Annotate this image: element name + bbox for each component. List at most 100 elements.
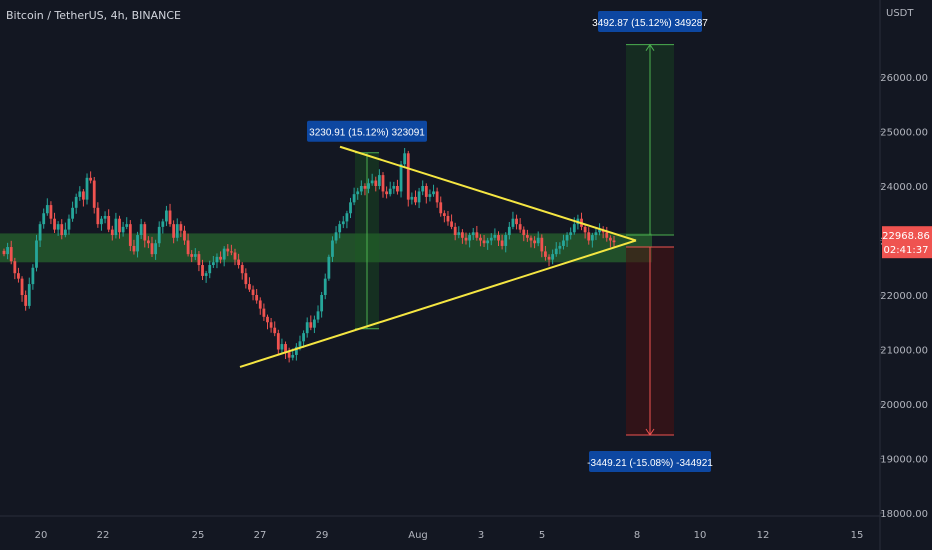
candle-body	[533, 240, 536, 244]
candle-body	[515, 218, 518, 225]
candle-body	[175, 224, 179, 238]
candle-body	[89, 177, 93, 181]
candle-body	[143, 224, 147, 241]
candle-body	[396, 186, 399, 192]
triangle-upper-trendline	[339, 145, 637, 242]
candle-body	[536, 237, 540, 244]
y-tick-label: 26000.00	[880, 73, 928, 84]
candle-body	[183, 230, 186, 241]
candle-body	[244, 273, 248, 285]
candle-body	[222, 248, 226, 260]
candle-body	[53, 218, 56, 230]
candle-body	[507, 226, 511, 236]
candle-body	[17, 273, 20, 279]
candle-body	[497, 235, 500, 241]
x-tick-label: 12	[757, 530, 770, 541]
candle-body	[341, 221, 345, 225]
candle-body	[240, 265, 244, 274]
candle-body	[461, 232, 464, 238]
candle-body	[208, 265, 212, 274]
candle-body	[363, 186, 367, 189]
candle-body	[233, 252, 237, 260]
x-tick-label: 25	[192, 530, 205, 541]
candle-body	[186, 240, 190, 255]
symbol-title: Bitcoin / TetherUS, 4h, BINANCE	[6, 9, 182, 22]
current-price-label: 22968.86	[882, 231, 930, 242]
candle-body	[544, 251, 547, 257]
candle-body	[284, 344, 287, 353]
candle-body	[179, 224, 183, 231]
candle-body	[266, 316, 269, 323]
candle-body	[608, 237, 612, 241]
candle-body	[464, 237, 468, 241]
candle-body	[78, 191, 82, 197]
candle-body	[583, 226, 587, 233]
candle-body	[612, 240, 616, 243]
candle-body	[42, 213, 46, 225]
candle-body	[374, 180, 378, 186]
candle-body	[410, 196, 414, 200]
candle-body	[118, 218, 121, 233]
candle-body	[13, 261, 17, 274]
candle-body	[67, 218, 71, 230]
candle-body	[146, 240, 150, 244]
candle-body	[201, 265, 204, 276]
candle-body	[558, 245, 562, 249]
candle-body	[302, 333, 305, 342]
candle-body	[280, 344, 284, 350]
x-tick-label: 8	[634, 530, 640, 541]
candle-body	[121, 226, 125, 233]
candle-body	[468, 235, 472, 241]
candle-body	[38, 224, 42, 241]
candle-body	[305, 322, 309, 334]
candle-body	[309, 322, 313, 328]
x-tick-label: 22	[97, 530, 110, 541]
x-tick-label: Aug	[408, 530, 428, 541]
measure-label-left: 3230.91 (15.12%) 323091	[309, 128, 425, 139]
y-tick-label: 22000.00	[880, 291, 928, 302]
candle-body	[215, 256, 219, 263]
candle-body	[294, 346, 298, 355]
candle-body	[565, 235, 569, 241]
candle-body	[605, 232, 609, 238]
candle-body	[107, 215, 111, 230]
candle-body	[356, 191, 360, 195]
candle-body	[154, 243, 157, 255]
candle-body	[24, 295, 28, 306]
candle-body	[139, 224, 143, 236]
candle-body	[92, 180, 96, 208]
candle-body	[525, 235, 529, 238]
candle-body	[331, 240, 334, 257]
candle-body	[385, 191, 389, 195]
candle-body	[128, 224, 132, 246]
projection-label-up-bg	[598, 11, 702, 32]
support-zone	[0, 233, 652, 263]
candle-body	[110, 229, 114, 236]
candle-body	[486, 240, 490, 244]
candle-body	[103, 215, 107, 219]
triangle-lower-trendline	[239, 239, 637, 368]
y-tick-label: 24000.00	[880, 182, 928, 193]
candle-body	[273, 327, 277, 334]
candle-body	[432, 191, 435, 195]
candle-body	[518, 224, 522, 230]
candle-body	[504, 235, 508, 246]
candle-body	[255, 295, 259, 301]
candle-body	[197, 254, 201, 266]
candle-body	[226, 248, 230, 252]
price-badge-bg	[882, 226, 932, 259]
candle-body	[237, 259, 241, 266]
candle-body	[74, 196, 78, 208]
candle-body	[45, 205, 49, 214]
candle-body	[9, 247, 13, 262]
candle-body	[204, 273, 208, 276]
candle-body	[82, 191, 85, 200]
candle-body	[406, 153, 410, 200]
y-tick-label: 18000.00	[880, 509, 928, 520]
candle-body	[211, 262, 215, 266]
candle-body	[590, 235, 594, 241]
candle-body	[439, 202, 443, 214]
candle-body	[399, 164, 403, 192]
